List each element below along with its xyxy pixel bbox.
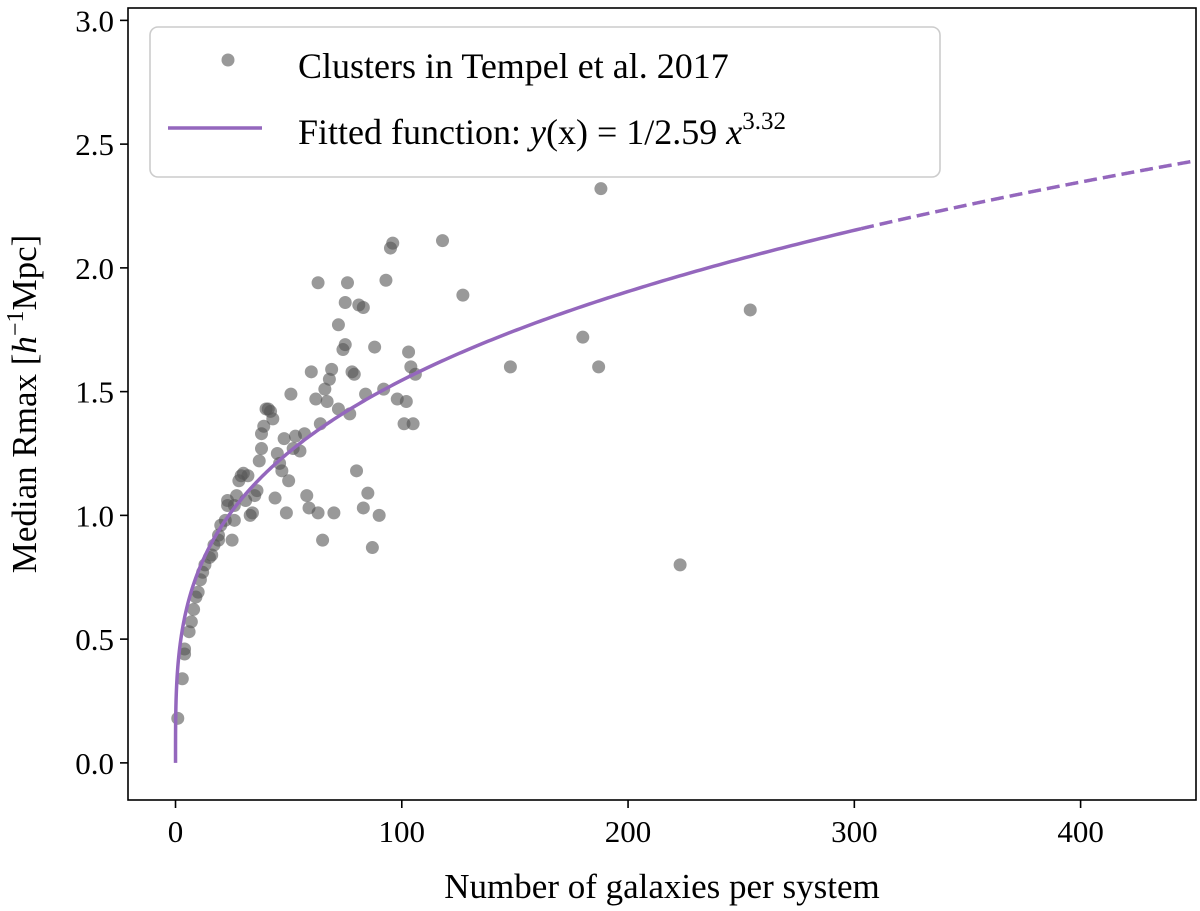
y-tick-label: 1.0 (75, 498, 114, 533)
x-tick-label: 100 (379, 814, 426, 849)
x-tick-label: 400 (1057, 814, 1104, 849)
data-point (309, 392, 323, 406)
data-point (356, 300, 370, 314)
data-point (436, 234, 450, 248)
legend-label-clusters: Clusters in Tempel et al. 2017 (298, 46, 729, 86)
x-axis-label: Number of galaxies per system (444, 867, 879, 906)
y-tick-label: 1.5 (75, 375, 114, 410)
data-point (386, 236, 400, 250)
data-point (350, 464, 364, 478)
data-point (368, 340, 382, 354)
y-axis-label: Median Rmax [h−1Mpc] (3, 235, 44, 574)
data-point (241, 469, 255, 483)
data-point (592, 360, 606, 374)
data-point (284, 387, 298, 401)
scatter-points (171, 182, 757, 725)
data-point (338, 296, 352, 310)
data-point (266, 412, 280, 426)
data-point (277, 432, 291, 446)
data-point (399, 395, 413, 409)
data-point (282, 474, 296, 488)
data-point (338, 338, 352, 352)
x-axis: 0 100 200 300 400 (168, 800, 1104, 849)
data-point (191, 585, 205, 599)
data-point (255, 442, 268, 456)
data-point (372, 508, 386, 522)
y-tick-label: 2.0 (75, 251, 114, 286)
legend-box (149, 26, 941, 178)
fit-line-dashed (860, 158, 1197, 231)
data-point (275, 464, 289, 478)
data-point (356, 501, 370, 515)
x-tick-label: 300 (831, 814, 878, 849)
y-tick-label: 0.5 (75, 622, 114, 657)
x-tick-label: 200 (605, 814, 652, 849)
legend-label-fit: Fitted function: y(x) = 1/2.59 x3.32 (298, 108, 786, 152)
data-point (379, 273, 393, 287)
data-point (327, 506, 341, 520)
data-point (406, 417, 420, 431)
data-point (227, 513, 241, 527)
data-point (743, 303, 757, 317)
y-tick-label: 3.0 (75, 3, 114, 38)
fit-line-solid (173, 226, 862, 763)
data-point (311, 276, 325, 290)
legend: Clusters in Tempel et al. 2017 Fitted fu… (149, 26, 941, 178)
data-point (187, 602, 201, 616)
data-point (171, 711, 185, 725)
data-point (268, 491, 282, 505)
data-point (182, 625, 196, 639)
data-point (594, 182, 608, 196)
data-point (225, 533, 239, 547)
data-point (340, 276, 354, 290)
fit-curve (173, 158, 1197, 763)
data-point (361, 486, 375, 500)
data-point (304, 365, 318, 379)
data-point (325, 362, 339, 376)
data-point (673, 558, 687, 572)
data-point (257, 419, 271, 433)
data-point (456, 288, 470, 302)
data-point (322, 372, 336, 386)
data-point (270, 447, 284, 460)
data-point (279, 506, 293, 520)
data-point (402, 345, 416, 359)
data-point (397, 417, 411, 431)
data-point (245, 506, 259, 520)
data-point (503, 360, 517, 374)
data-point (347, 367, 361, 381)
data-point (311, 506, 325, 520)
y-axis: 0.0 0.5 1.0 1.5 2.0 2.5 3.0 (75, 3, 128, 781)
data-point (252, 454, 266, 468)
y-tick-label: 0.0 (75, 746, 114, 781)
plot-frame (127, 7, 1197, 801)
data-point (318, 382, 332, 396)
y-tick-label: 2.5 (75, 127, 114, 162)
data-point (184, 615, 198, 629)
data-point (320, 395, 334, 409)
data-point (316, 533, 330, 547)
data-point (331, 318, 345, 332)
data-point (331, 402, 345, 416)
data-point (300, 489, 314, 503)
data-point (365, 541, 379, 555)
legend-marker-icon (221, 53, 235, 67)
data-point (576, 330, 590, 344)
x-tick-label: 0 (168, 814, 184, 849)
data-point (175, 672, 189, 686)
